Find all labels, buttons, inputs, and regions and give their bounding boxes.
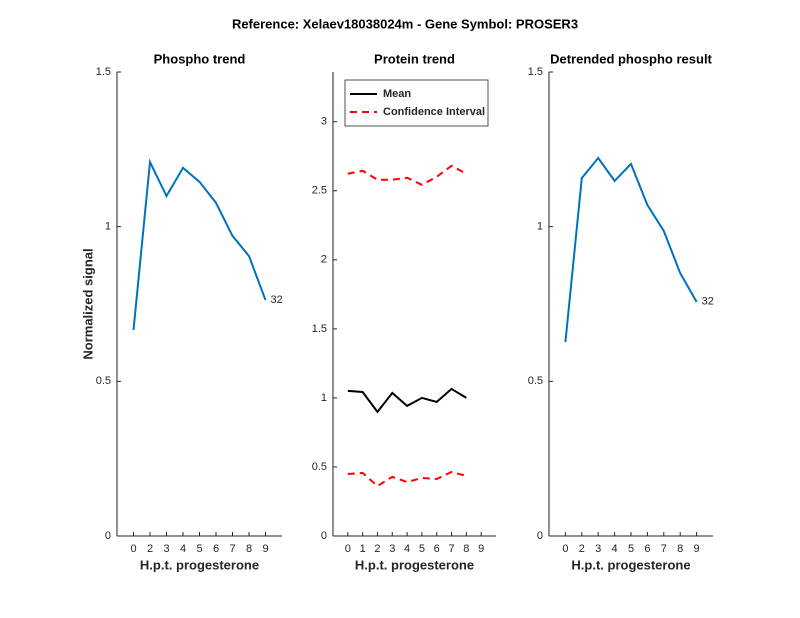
- y-tick-label: 0: [537, 530, 543, 542]
- annotation: 32: [271, 294, 283, 306]
- y-tick-label: 2: [321, 254, 327, 266]
- x-axis-label: H.p.t. progesterone: [571, 557, 690, 572]
- x-tick-label: 6: [213, 543, 219, 555]
- x-tick-label: 8: [677, 543, 683, 555]
- x-tick-label: 3: [389, 543, 395, 555]
- y-tick-label: 1.5: [96, 66, 111, 78]
- axes-title: Detrended phospho result: [550, 51, 712, 66]
- x-tick-label: 7: [229, 543, 235, 555]
- x-axis-label: H.p.t. progesterone: [355, 557, 474, 572]
- line-series: [347, 164, 467, 186]
- legend-label: Confidence Interval: [383, 106, 485, 118]
- y-tick-label: 1: [537, 221, 543, 233]
- x-tick-label: 2: [374, 543, 380, 555]
- y-tick-label: 0.5: [312, 461, 327, 473]
- annotation: 32: [702, 296, 714, 308]
- x-tick-label: 4: [404, 543, 410, 555]
- x-tick-label: 2: [579, 543, 585, 555]
- x-tick-label: 2: [147, 543, 153, 555]
- axes-title: Phospho trend: [154, 51, 246, 66]
- line-series: [564, 156, 698, 343]
- y-tick-label: 1: [321, 392, 327, 404]
- y-tick-label: 0: [105, 530, 111, 542]
- line-series: [347, 470, 467, 488]
- x-tick-label: 5: [196, 543, 202, 555]
- x-tick-label: 5: [628, 543, 634, 555]
- y-tick-label: 1: [105, 221, 111, 233]
- x-tick-label: 0: [130, 543, 136, 555]
- figure-title: Reference: Xelaev18038024m - Gene Symbol…: [232, 16, 578, 31]
- line-series: [347, 387, 467, 414]
- x-tick-label: 1: [360, 543, 366, 555]
- x-tick-label: 6: [434, 543, 440, 555]
- x-tick-label: 9: [262, 543, 268, 555]
- legend-label: Mean: [383, 88, 411, 100]
- x-tick-label: 3: [163, 543, 169, 555]
- x-tick-label: 7: [448, 543, 454, 555]
- x-tick-label: 9: [478, 543, 484, 555]
- x-tick-label: 7: [661, 543, 667, 555]
- y-axis-label: Normalized signal: [80, 248, 95, 359]
- x-tick-label: 8: [463, 543, 469, 555]
- x-tick-label: 4: [180, 543, 186, 555]
- x-tick-label: 5: [419, 543, 425, 555]
- y-tick-label: 0.5: [528, 375, 543, 387]
- x-tick-label: 9: [694, 543, 700, 555]
- y-tick-label: 0: [321, 530, 327, 542]
- x-axis-label: H.p.t. progesterone: [140, 557, 259, 572]
- x-tick-label: 6: [644, 543, 650, 555]
- y-tick-label: 0.5: [96, 375, 111, 387]
- line-series: [132, 158, 267, 331]
- x-tick-label: 8: [246, 543, 252, 555]
- y-tick-label: 3: [321, 116, 327, 128]
- x-tick-label: 0: [562, 543, 568, 555]
- x-tick-label: 4: [612, 543, 618, 555]
- x-tick-label: 0: [345, 543, 351, 555]
- x-tick-label: 3: [595, 543, 601, 555]
- legend-box: [344, 79, 489, 127]
- y-tick-label: 1.5: [528, 66, 543, 78]
- y-tick-label: 1.5: [312, 323, 327, 335]
- y-tick-label: 2.5: [312, 185, 327, 197]
- axes-title: Protein trend: [374, 51, 455, 66]
